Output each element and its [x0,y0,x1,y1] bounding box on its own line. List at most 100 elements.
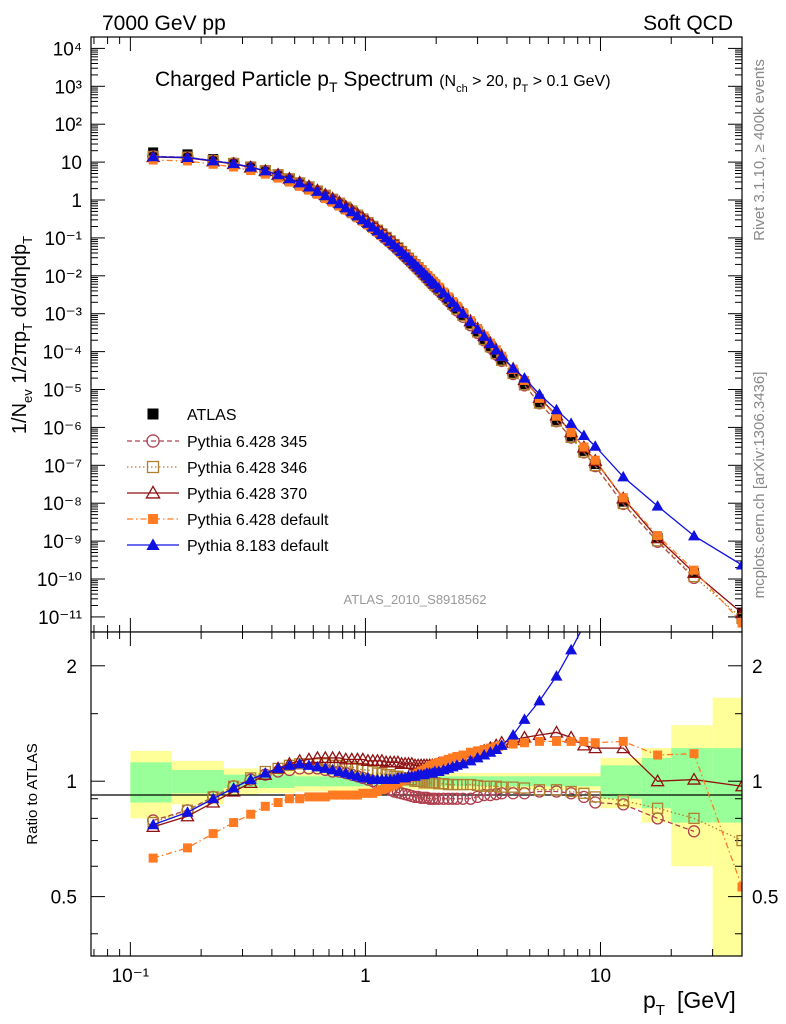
ratio-y-tick-label-right: 0.5 [752,888,778,909]
y-tick-label: 10⁻⁸ [43,494,82,515]
ratio-series-point [471,779,484,792]
ratio-series-point [304,792,314,802]
legend-label: Pythia 8.183 default [187,538,329,555]
series-point [566,427,576,437]
ratio-series-point [473,746,483,756]
series-point [651,500,664,511]
ratio-series-point [428,792,442,805]
series-point [589,440,602,451]
ratio-series-point [589,791,601,803]
ratio-panel-frame [90,631,743,957]
ratio-series-point [565,643,578,655]
series-point [484,337,497,348]
band-inner-bin [600,765,642,799]
series-point [351,209,364,221]
main-panel-ticks: 10⁴ 10³ 10² 10 1 10⁻¹ 10⁻² 10⁻³ 10⁻⁴ 10⁻⁵ 10⁻⁶ 10⁻⁷… [37,36,743,632]
ratio-y-tick-label: 2 [66,657,77,678]
ratio-panel-series [146,632,742,892]
series-point [736,559,742,570]
series-point [577,429,590,440]
ratio-series-point [272,762,285,773]
ratio-series-point [147,818,160,830]
ratio-series-point [456,757,469,769]
header-right: Soft QCD [643,12,733,35]
series-point [450,301,463,312]
ratio-series-point [478,780,490,792]
xlabel: pT [GeV] [643,987,736,1019]
ratio-series-point [616,740,631,754]
series-point [181,151,194,162]
legend-label: Pythia 6.428 346 [187,460,307,477]
ratio-series-point [466,747,476,757]
ratio-series-point [686,772,702,785]
ratio-y-tick-label-right: 1 [752,772,763,793]
ratio-series-point [533,694,546,706]
series-point [464,315,477,327]
analysis-id: ATLAS_2010_S8918562 [344,592,487,607]
mcplots-label: mcplots.cern.ch [arXiv:1306.3436] [751,372,768,599]
ratio-series-point [295,794,305,804]
series-point [471,323,484,334]
ratio-series-point [578,787,590,799]
y-tick-label: 10⁻⁵ [43,381,82,402]
ratio-series-point [533,784,546,796]
rivet-label: Rivet 3.1.10, ≥ 400k events [751,59,768,241]
ratio-series-point [259,767,272,778]
ratio-series-point [273,797,283,807]
ratio-series-point [207,792,220,804]
ratio-series-point [442,792,455,805]
band-inner-bin [171,769,224,794]
main-panel-bg [91,37,742,632]
ratio-series-point [284,794,294,804]
ratio-series-point [404,756,419,769]
ratio-series-point [736,834,742,847]
ratio-series-point [457,778,469,791]
y-tick-label: 10⁻¹¹ [38,608,82,629]
ratio-series-point [326,763,339,775]
ratio-panel-ticks: 10⁻¹ 1 10 2 2 1 1 0.5 0.5 [51,632,778,987]
x-tick-label: 10 [590,966,611,987]
ratio-series-point [208,829,218,839]
ratio-series-point [484,780,497,792]
ratio-series-point [451,778,463,791]
ratio-series-point [579,736,589,746]
ratio-series-point [478,788,491,802]
series-point [147,150,160,162]
ratio-series-point [341,790,351,800]
ratio-series-point [565,785,577,798]
ratio-series-point [437,792,450,805]
ratio-series-point [363,788,373,798]
series-point [688,529,701,541]
series-point [618,493,628,503]
y-tick-label: 1 [71,191,82,212]
legend-atlas-marker [147,408,159,420]
ratio-series-point [687,825,701,838]
ratio-series-point [432,792,445,805]
ratio-series-point [518,713,531,724]
series-point [736,612,742,625]
band-inner-bin [294,776,330,787]
series-point [244,161,257,172]
plot-title: Charged Particle pT Spectrum (Nch > 20, p… [155,68,611,95]
ratio-series-point [507,728,520,740]
series-point [550,403,563,415]
ratio-series-point [534,736,544,746]
series-point [490,344,503,355]
series-point [617,470,630,482]
ratio-y-tick-label: 1 [66,772,77,793]
series-point [259,164,272,176]
legend-label: Pythia 6.428 370 [187,486,307,503]
legend-marker [145,485,161,499]
x-tick-label: 1 [360,966,371,987]
series-point [579,442,589,452]
ratio-series-point [452,751,462,761]
ratio-y-tick-label-right: 2 [752,657,763,678]
ratio-series-point [439,756,449,766]
ratio-series-point [617,794,629,807]
series-point [495,350,508,361]
series-point [339,201,352,213]
y-tick-label: 10⁻² [45,267,83,288]
series-point [533,388,546,399]
series-point [227,157,240,169]
